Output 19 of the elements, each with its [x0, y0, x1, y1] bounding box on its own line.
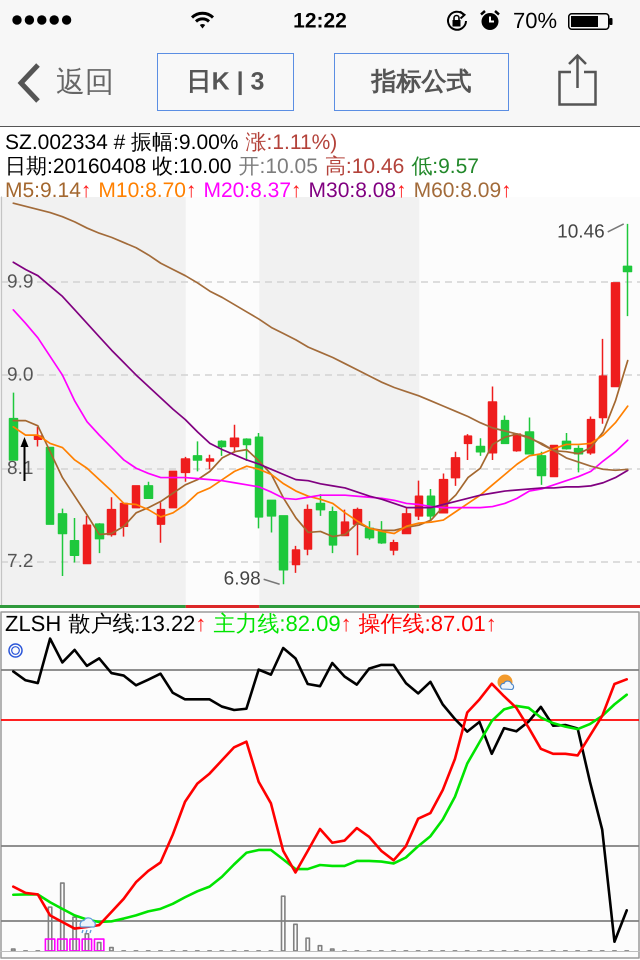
text: M5:9.14↑	[5, 179, 92, 202]
text: 低:9.57	[411, 155, 479, 178]
text: M10:8.70↑	[98, 179, 196, 202]
text: 12:22	[293, 10, 347, 32]
text: M20:8.37↑	[203, 179, 302, 202]
text: 70%	[512, 8, 558, 33]
text: 开:10.05	[238, 155, 318, 178]
annotation: 10.46	[557, 221, 605, 242]
text: M30:8.08↑	[308, 179, 407, 202]
chart-title: SZ.002334 # 振幅:9.00%	[5, 131, 238, 154]
y-tick-label: 9.9	[7, 271, 34, 292]
annotation: 6.98	[224, 568, 261, 590]
text: 涨:1.11%)	[245, 131, 338, 154]
chart-subtitle: 日期:20160408 收:10.00	[5, 155, 232, 178]
text: 高:10.46	[324, 155, 404, 178]
y-tick-label: 9.0	[7, 364, 34, 386]
y-tick-label: 7.2	[7, 550, 34, 572]
text: M60:8.09↑	[414, 179, 512, 202]
text: 返回	[56, 66, 114, 98]
